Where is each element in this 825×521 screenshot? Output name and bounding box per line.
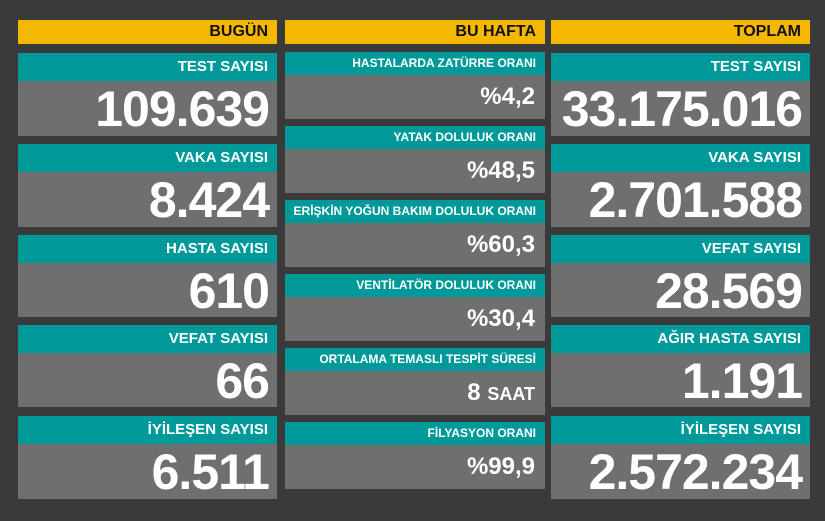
card-value: 610 xyxy=(188,263,270,319)
card-label: HASTALARDA ZATÜRRE ORANI xyxy=(285,52,545,75)
week-bed-card: YATAK DOLULUK ORANI %48,5 xyxy=(285,126,545,193)
card-label: HASTA SAYISI xyxy=(18,235,277,263)
card-value: 6.511 xyxy=(151,444,270,500)
week-filiation-card: FİLYASYON ORANI %99,9 xyxy=(285,422,545,489)
today-header: BUGÜN xyxy=(18,20,277,44)
total-column: TOPLAM TEST SAYISI 33.175.016 VAKA SAYIS… xyxy=(551,20,810,500)
card-label: TEST SAYISI xyxy=(551,53,810,81)
card-value: 8.424 xyxy=(148,172,270,228)
card-value: 8 SAAT xyxy=(285,371,545,416)
card-value: 2.572.234 xyxy=(588,444,803,500)
card-value: 109.639 xyxy=(95,81,270,137)
card-value: %30,4 xyxy=(466,305,535,332)
card-value: 2.701.588 xyxy=(588,172,803,228)
total-case-card: VAKA SAYISI 2.701.588 xyxy=(551,144,810,228)
card-value-number: 8 xyxy=(467,379,481,406)
card-label: VENTİLATÖR DOLULUK ORANI xyxy=(285,274,545,297)
week-icu-card: ERİŞKİN YOĞUN BAKIM DOLULUK ORANI %60,3 xyxy=(285,200,545,267)
week-ventilator-card: VENTİLATÖR DOLULUK ORANI %30,4 xyxy=(285,274,545,341)
card-value: 33.175.016 xyxy=(561,81,803,137)
week-column: BU HAFTA HASTALARDA ZATÜRRE ORANI %4,2 Y… xyxy=(285,20,545,489)
card-value: 66 xyxy=(215,353,270,409)
card-label: VAKA SAYISI xyxy=(551,144,810,172)
total-recovered-card: İYİLEŞEN SAYISI 2.572.234 xyxy=(551,416,810,500)
card-label: İYİLEŞEN SAYISI xyxy=(18,416,277,444)
today-patient-card: HASTA SAYISI 610 xyxy=(18,235,277,319)
card-label: FİLYASYON ORANI xyxy=(285,422,545,445)
card-value: 28.569 xyxy=(655,263,803,319)
card-value: %60,3 xyxy=(466,231,535,258)
today-column: BUGÜN TEST SAYISI 109.639 VAKA SAYISI 8.… xyxy=(18,20,277,500)
card-label: AĞIR HASTA SAYISI xyxy=(551,325,810,353)
card-label: ORTALAMA TEMASLI TESPİT SÜRESİ xyxy=(285,348,545,371)
week-contact-card: ORTALAMA TEMASLI TESPİT SÜRESİ 8 SAAT xyxy=(285,348,545,415)
card-value: %99,9 xyxy=(466,453,535,480)
today-recovered-card: İYİLEŞEN SAYISI 6.511 xyxy=(18,416,277,500)
card-value: 1.191 xyxy=(681,353,803,409)
card-label: VAKA SAYISI xyxy=(18,144,277,172)
card-label: YATAK DOLULUK ORANI xyxy=(285,126,545,149)
card-label: TEST SAYISI xyxy=(18,53,277,81)
card-label: VEFAT SAYISI xyxy=(18,325,277,353)
total-test-card: TEST SAYISI 33.175.016 xyxy=(551,53,810,137)
card-label: İYİLEŞEN SAYISI xyxy=(551,416,810,444)
total-severe-card: AĞIR HASTA SAYISI 1.191 xyxy=(551,325,810,409)
card-value-unit: SAAT xyxy=(487,384,535,404)
total-header: TOPLAM xyxy=(551,20,810,44)
today-test-card: TEST SAYISI 109.639 xyxy=(18,53,277,137)
today-case-card: VAKA SAYISI 8.424 xyxy=(18,144,277,228)
card-value: %48,5 xyxy=(466,157,535,184)
card-label: ERİŞKİN YOĞUN BAKIM DOLULUK ORANI xyxy=(285,200,545,223)
week-header: BU HAFTA xyxy=(285,20,545,44)
card-value: %4,2 xyxy=(480,83,535,110)
week-pneumonia-card: HASTALARDA ZATÜRRE ORANI %4,2 xyxy=(285,52,545,119)
card-label: VEFAT SAYISI xyxy=(551,235,810,263)
today-death-card: VEFAT SAYISI 66 xyxy=(18,325,277,409)
total-death-card: VEFAT SAYISI 28.569 xyxy=(551,235,810,319)
